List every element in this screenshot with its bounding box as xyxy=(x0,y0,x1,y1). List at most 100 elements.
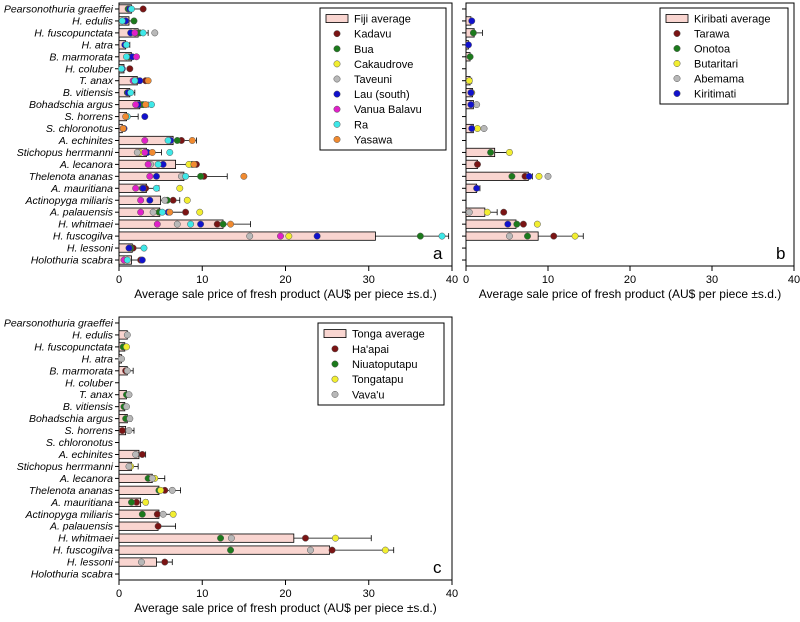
point-vanua-balavu xyxy=(153,220,161,228)
point-vanua-balavu xyxy=(144,160,152,168)
point-ra xyxy=(131,77,139,85)
legend-swatch-niuatoputapu xyxy=(331,360,339,368)
panel-label: b xyxy=(776,244,785,263)
point-cakaudrove xyxy=(285,232,293,240)
point-kiritimati xyxy=(525,172,533,180)
point-yasawa xyxy=(188,137,196,144)
legend-swatch-vanua-balavu xyxy=(333,105,341,113)
x-tick-label: 30 xyxy=(706,274,718,286)
category-label: H. whitmaei xyxy=(58,219,114,231)
x-axis-title: Average sale price of fresh product (AU$… xyxy=(134,287,437,301)
point-ra xyxy=(182,172,190,180)
point-tarawa xyxy=(519,220,527,228)
point-ha-apai xyxy=(118,427,126,435)
point-lau-south xyxy=(153,172,160,180)
point-kiritimati xyxy=(473,184,481,192)
point-kadavu xyxy=(139,5,147,13)
legend-label: Kadavu xyxy=(354,29,391,41)
point-yasawa xyxy=(166,208,174,216)
point-ra xyxy=(166,148,174,156)
panel-label: a xyxy=(433,244,443,263)
point-vava-u xyxy=(126,415,134,423)
point-butaritari xyxy=(465,77,473,85)
point-kadavu xyxy=(169,196,177,204)
legend-box xyxy=(319,7,447,151)
legend-label: Ra xyxy=(354,119,369,131)
point-bua xyxy=(219,220,227,228)
legend-swatch-ha-apai xyxy=(331,345,339,353)
category-label: A. mauritiana xyxy=(50,497,113,509)
point-ra xyxy=(123,256,131,264)
category-label: H. fuscopunctata xyxy=(34,341,113,353)
point-yasawa xyxy=(122,113,130,121)
point-tarawa xyxy=(550,232,558,240)
x-tick-label: 40 xyxy=(446,274,458,286)
point-kadavu xyxy=(213,220,221,228)
point-onotoa xyxy=(513,220,521,228)
category-label: A. lecanora xyxy=(59,159,113,171)
point-taveuni xyxy=(246,232,254,240)
point-butaritari xyxy=(506,148,513,156)
category-label: S. chloronotus xyxy=(46,437,114,449)
point-vava-u xyxy=(125,391,133,399)
x-tick-label: 30 xyxy=(363,588,375,600)
x-tick-label: 0 xyxy=(116,588,122,600)
point-taveuni xyxy=(151,29,159,37)
point-lau-south xyxy=(313,232,321,240)
point-ra xyxy=(154,160,162,168)
point-onotoa xyxy=(508,172,516,180)
point-vanua-balavu xyxy=(141,148,149,156)
point-lau-south xyxy=(141,113,149,121)
legend-label: Taveuni xyxy=(354,74,392,86)
category-label: Thelenota ananas xyxy=(29,485,114,497)
average-bar xyxy=(118,533,295,543)
point-vanua-balavu xyxy=(141,137,149,144)
point-cakaudrove xyxy=(176,184,184,192)
category-label: S. horrens xyxy=(65,425,114,437)
legend-label: Ha'apai xyxy=(352,344,389,356)
point-tongatapu xyxy=(169,510,177,518)
point-ha-apai xyxy=(328,546,336,554)
point-taveuni xyxy=(133,148,141,156)
point-ha-apai xyxy=(161,558,169,566)
category-label: Stichopus herrmanni xyxy=(17,461,114,473)
legend-swatch-cakaudrove xyxy=(333,60,341,68)
average-bar xyxy=(118,545,331,555)
point-kiritimati xyxy=(467,89,475,97)
point-vava-u xyxy=(118,355,125,363)
category-label: Pearsonothuria graeffei xyxy=(4,3,114,15)
legend-label: Abemama xyxy=(694,74,745,86)
category-label: Stichopus herrmanni xyxy=(17,147,114,159)
point-kadavu xyxy=(126,65,134,73)
category-label: A. mauritiana xyxy=(50,183,113,195)
point-vava-u xyxy=(138,558,145,566)
legend-label: Tonga average xyxy=(352,329,425,341)
legend-label: Fiji average xyxy=(354,14,411,26)
point-ra xyxy=(123,41,130,49)
category-label: B. vitiensis xyxy=(63,401,114,413)
point-butaritari xyxy=(483,208,491,216)
point-ra xyxy=(128,5,135,13)
point-lau-south xyxy=(138,256,146,264)
legend-label: Yasawa xyxy=(354,134,393,146)
legend-label: Bua xyxy=(354,44,374,56)
point-kiritimati xyxy=(467,101,475,109)
category-label: Actinopyga miliaris xyxy=(24,195,113,207)
legend-swatch-onotoa xyxy=(673,45,681,52)
legend-swatch-yasawa xyxy=(333,135,341,143)
category-label: H. coluber xyxy=(65,63,113,75)
point-yasawa xyxy=(240,172,248,180)
legend-swatch-vava-u xyxy=(331,390,339,398)
legend-swatch-bua xyxy=(333,45,341,53)
point-abemama xyxy=(480,125,488,132)
point-yasawa xyxy=(190,160,198,168)
x-axis-title: Average sale price of fresh product (AU$… xyxy=(134,601,437,615)
x-tick-label: 0 xyxy=(463,274,469,286)
point-vanua-balavu xyxy=(277,232,284,240)
legend-swatch-butaritari xyxy=(673,60,681,67)
point-taveuni xyxy=(149,208,157,216)
category-label: B. marmorata xyxy=(49,365,113,377)
point-ra xyxy=(139,29,147,37)
chart-panel-b: 0 10 20 30 40 Average sale price of fresh pro… xyxy=(462,2,800,301)
point-butaritari xyxy=(571,232,579,240)
